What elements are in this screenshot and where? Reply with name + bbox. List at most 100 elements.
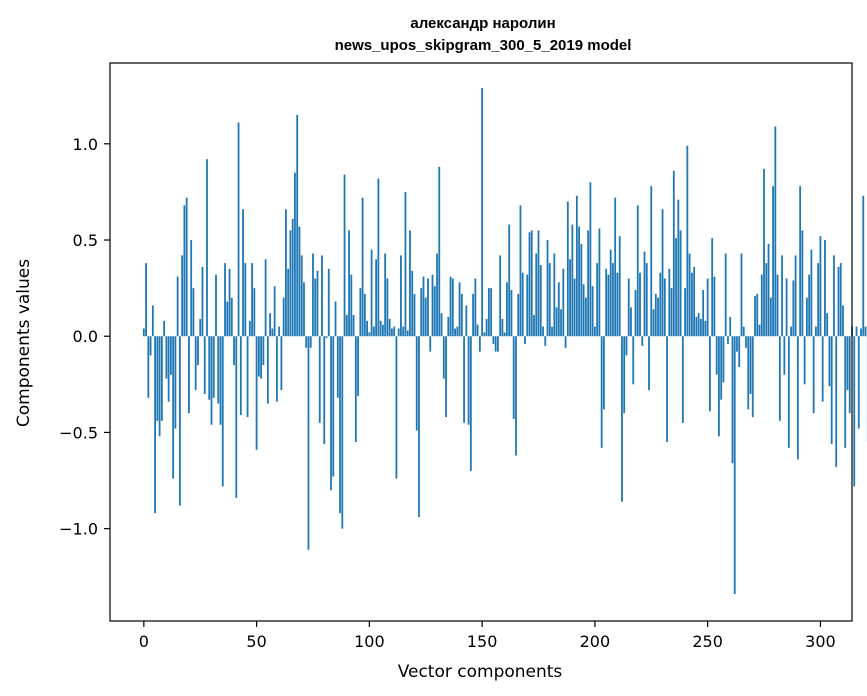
bar-300	[819, 236, 822, 337]
bar-83	[330, 336, 332, 491]
bar-233	[668, 268, 671, 337]
bar-30	[210, 336, 213, 425]
bar-103	[375, 259, 378, 337]
bar-137	[451, 278, 454, 337]
bar-79	[321, 255, 323, 337]
bar-163	[510, 290, 513, 337]
bar-214	[625, 336, 628, 356]
bar-156	[494, 336, 497, 352]
bar-108	[386, 278, 389, 337]
bar-136	[449, 276, 452, 337]
bar-110	[391, 328, 393, 337]
bar-199	[591, 286, 594, 337]
bar-80	[323, 336, 326, 444]
bar-188	[566, 201, 569, 337]
bar-220	[639, 272, 641, 337]
bar-94	[354, 336, 357, 443]
bar-32	[215, 274, 217, 337]
bar-82	[327, 268, 330, 337]
bar-254	[715, 336, 718, 375]
bar-91	[348, 230, 350, 337]
bar-26	[201, 266, 204, 337]
bar-37	[226, 301, 229, 337]
bar-105	[379, 320, 382, 337]
bar-171	[528, 232, 531, 337]
bar-215	[627, 278, 630, 337]
bar-239	[681, 336, 684, 423]
bar-189	[569, 259, 571, 337]
bar-97	[361, 197, 364, 337]
bar-81	[325, 336, 328, 339]
bar-216	[630, 307, 632, 337]
bar-282	[778, 336, 781, 421]
bar-318	[860, 328, 862, 337]
bar-62	[282, 297, 285, 337]
bar-296	[810, 249, 813, 337]
bar-184	[557, 282, 560, 337]
bar-5	[154, 336, 156, 514]
bar-148	[476, 324, 479, 337]
bar-279	[772, 186, 774, 337]
bar-9	[163, 320, 166, 337]
bar-242	[688, 253, 691, 337]
bar-271	[754, 295, 756, 337]
chart-title-line1: александр наролин	[410, 15, 555, 32]
bar-154	[490, 288, 493, 337]
y-tick-label: 0.5	[73, 231, 98, 250]
bar-107	[384, 253, 387, 337]
bar-71	[303, 282, 305, 337]
bar-0	[142, 328, 145, 337]
bar-10	[165, 336, 168, 379]
bar-161	[506, 282, 508, 337]
x-tick-label: 150	[467, 632, 498, 651]
bar-147	[474, 278, 477, 337]
bar-8	[160, 336, 163, 421]
bar-162	[508, 224, 511, 337]
bar-115	[402, 326, 405, 337]
bar-28	[206, 159, 208, 337]
bar-186	[562, 268, 565, 337]
bar-100	[368, 332, 371, 337]
x-axis-ticks: 0 50 100 150 200 250 300	[139, 621, 836, 651]
bar-211	[618, 236, 621, 337]
bar-208	[612, 263, 614, 337]
bar-202	[598, 228, 601, 337]
bar-246	[697, 313, 700, 337]
bar-226	[652, 309, 655, 337]
bar-11	[167, 336, 170, 402]
bar-160	[503, 332, 506, 337]
bars-group	[142, 88, 867, 595]
bar-101	[370, 249, 373, 337]
bar-150	[481, 88, 484, 337]
bar-23	[194, 336, 197, 391]
bar-266	[742, 326, 745, 337]
bar-307	[835, 336, 838, 468]
bar-38	[228, 268, 231, 337]
bar-12	[169, 336, 172, 375]
bar-265	[740, 253, 743, 337]
bar-284	[783, 336, 786, 375]
bar-291	[799, 186, 802, 337]
bar-66	[291, 218, 294, 337]
x-axis-label: Vector components	[398, 662, 563, 682]
bar-177	[542, 326, 544, 337]
bar-145	[469, 336, 472, 471]
bar-192	[575, 195, 578, 337]
bar-260	[729, 316, 732, 337]
bar-35	[221, 336, 224, 487]
bar-277	[767, 243, 770, 337]
bar-149	[478, 336, 481, 352]
bar-117	[406, 330, 409, 337]
bar-51	[257, 336, 260, 377]
bar-27	[203, 336, 206, 394]
bar-276	[765, 263, 768, 337]
bar-179	[546, 240, 549, 337]
bar-138	[454, 328, 456, 337]
bar-96	[359, 288, 362, 337]
bar-112	[395, 336, 398, 479]
bar-84	[332, 336, 335, 477]
bar-267	[745, 336, 747, 348]
bar-301	[821, 336, 824, 402]
bar-141	[460, 293, 463, 337]
bar-193	[578, 226, 580, 337]
